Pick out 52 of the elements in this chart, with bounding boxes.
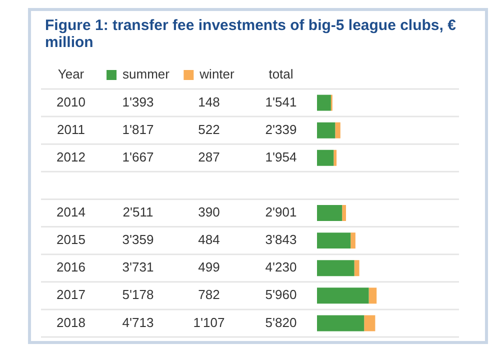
y-tick-label: 2010 (56, 94, 86, 110)
data-label: 287 (198, 149, 220, 164)
data-label: 2'511 (122, 204, 154, 220)
data-label: 782 (198, 287, 220, 302)
data-label: 390 (198, 204, 220, 220)
bar (350, 232, 356, 249)
total-label: 2'901 (265, 204, 297, 220)
total-label: 2'339 (265, 122, 297, 137)
data-label: 522 (198, 122, 220, 137)
y-tick-label: 2018 (56, 314, 86, 330)
total-label: 1'541 (265, 94, 297, 110)
data-label: 499 (198, 260, 220, 275)
data-label: 484 (198, 232, 220, 248)
data-label: 1'393 (122, 94, 154, 110)
bar (317, 150, 334, 166)
bar (317, 315, 364, 332)
total-label: 3'843 (265, 232, 297, 248)
chart-title: Figure 1: transfer fee investments of big-5 league clubs, € million (44, 16, 457, 53)
data-label: 1'107 (193, 314, 225, 330)
y-tick-label: 2011 (57, 122, 85, 137)
bar (317, 288, 369, 304)
bar (364, 315, 376, 332)
legend-label: winter (198, 66, 236, 82)
bar (354, 260, 360, 276)
bar (317, 260, 354, 276)
bar (342, 205, 346, 221)
bar (317, 94, 331, 111)
data-label: 4'713 (122, 314, 154, 330)
y-tick-label: 2015 (56, 232, 86, 248)
y-tick-label: 2012 (56, 149, 86, 164)
text: total (268, 66, 294, 82)
bar (317, 232, 351, 249)
total-label: 1'954 (265, 149, 297, 164)
bar (335, 122, 340, 138)
data-label: 148 (198, 94, 220, 110)
total-label: 5'960 (265, 287, 297, 302)
bar (317, 122, 336, 138)
bar (317, 205, 342, 221)
y-tick-label: 2016 (56, 260, 86, 275)
data-label: 5'178 (122, 287, 154, 302)
y-tick-label: 2017 (56, 287, 86, 302)
y-tick-label: 2014 (56, 204, 86, 220)
total-label: 4'230 (265, 260, 297, 275)
y-axis-title: Year (58, 66, 85, 82)
data-label: 1'667 (122, 149, 154, 164)
bar (368, 288, 377, 304)
data-label: 3'359 (122, 232, 154, 248)
data-label: 3'731 (122, 260, 154, 275)
total-label: 5'820 (265, 314, 297, 330)
bar (334, 150, 337, 166)
legend-label: summer (122, 66, 170, 82)
data-label: 1'817 (122, 122, 154, 137)
